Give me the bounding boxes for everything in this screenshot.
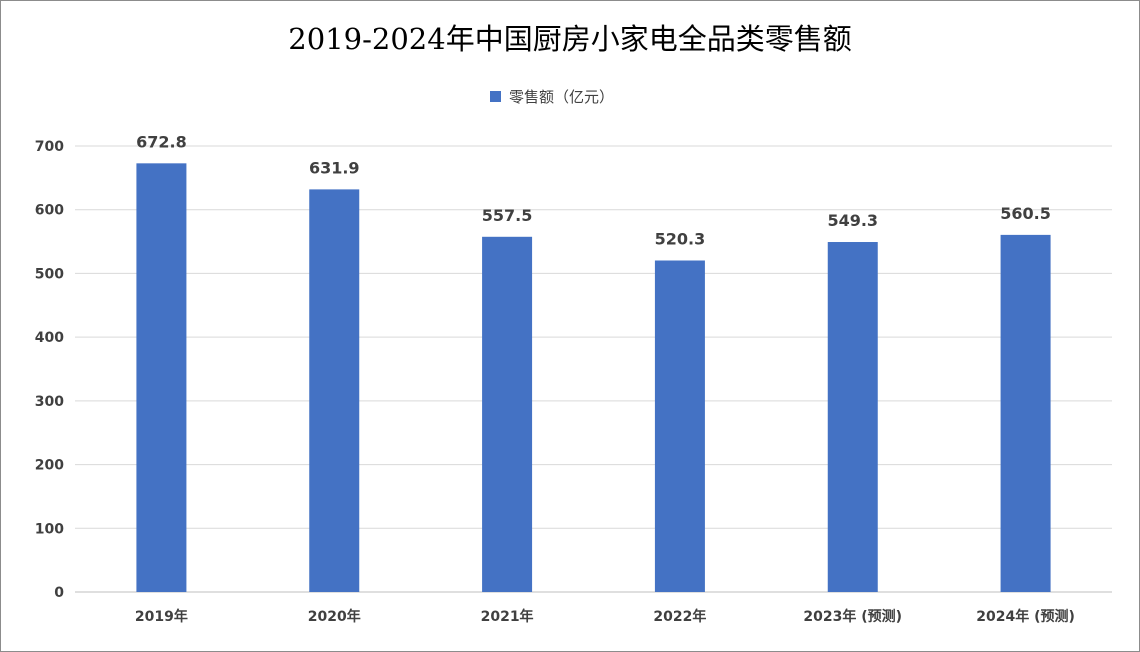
y-tick-label: 300 bbox=[35, 394, 64, 410]
bar bbox=[827, 242, 878, 592]
x-tick-label: 2023年 (预测) bbox=[803, 608, 902, 625]
bar bbox=[136, 163, 187, 592]
legend-label: 零售额（亿元） bbox=[509, 88, 615, 106]
bar bbox=[482, 236, 533, 593]
bar bbox=[1000, 234, 1051, 593]
y-tick-label: 400 bbox=[35, 330, 64, 346]
y-tick-label: 600 bbox=[35, 203, 64, 219]
x-tick-label: 2019年 bbox=[135, 608, 188, 625]
chart-title: 2019-2024年中国厨房小家电全品类零售额 bbox=[288, 22, 852, 56]
data-label: 520.3 bbox=[655, 229, 706, 248]
legend: 零售额（亿元） bbox=[490, 86, 614, 107]
data-label: 560.5 bbox=[1000, 204, 1051, 223]
bar bbox=[309, 189, 360, 592]
x-tick-label: 2024年 (预测) bbox=[976, 608, 1075, 625]
x-tick-label: 2022年 bbox=[653, 608, 706, 625]
data-label: 557.5 bbox=[482, 206, 533, 225]
y-tick-label: 200 bbox=[35, 458, 64, 474]
x-tick-label: 2020年 bbox=[308, 608, 361, 625]
y-tick-label: 700 bbox=[35, 139, 64, 155]
x-tick-label: 2021年 bbox=[481, 608, 534, 625]
data-label: 549.3 bbox=[827, 211, 878, 230]
legend-swatch bbox=[490, 91, 501, 102]
bar bbox=[654, 260, 705, 592]
y-tick-label: 100 bbox=[35, 521, 64, 537]
data-label: 672.8 bbox=[136, 132, 187, 151]
y-tick-label: 0 bbox=[54, 585, 64, 601]
y-tick-label: 500 bbox=[35, 266, 64, 282]
data-label: 631.9 bbox=[309, 158, 360, 177]
